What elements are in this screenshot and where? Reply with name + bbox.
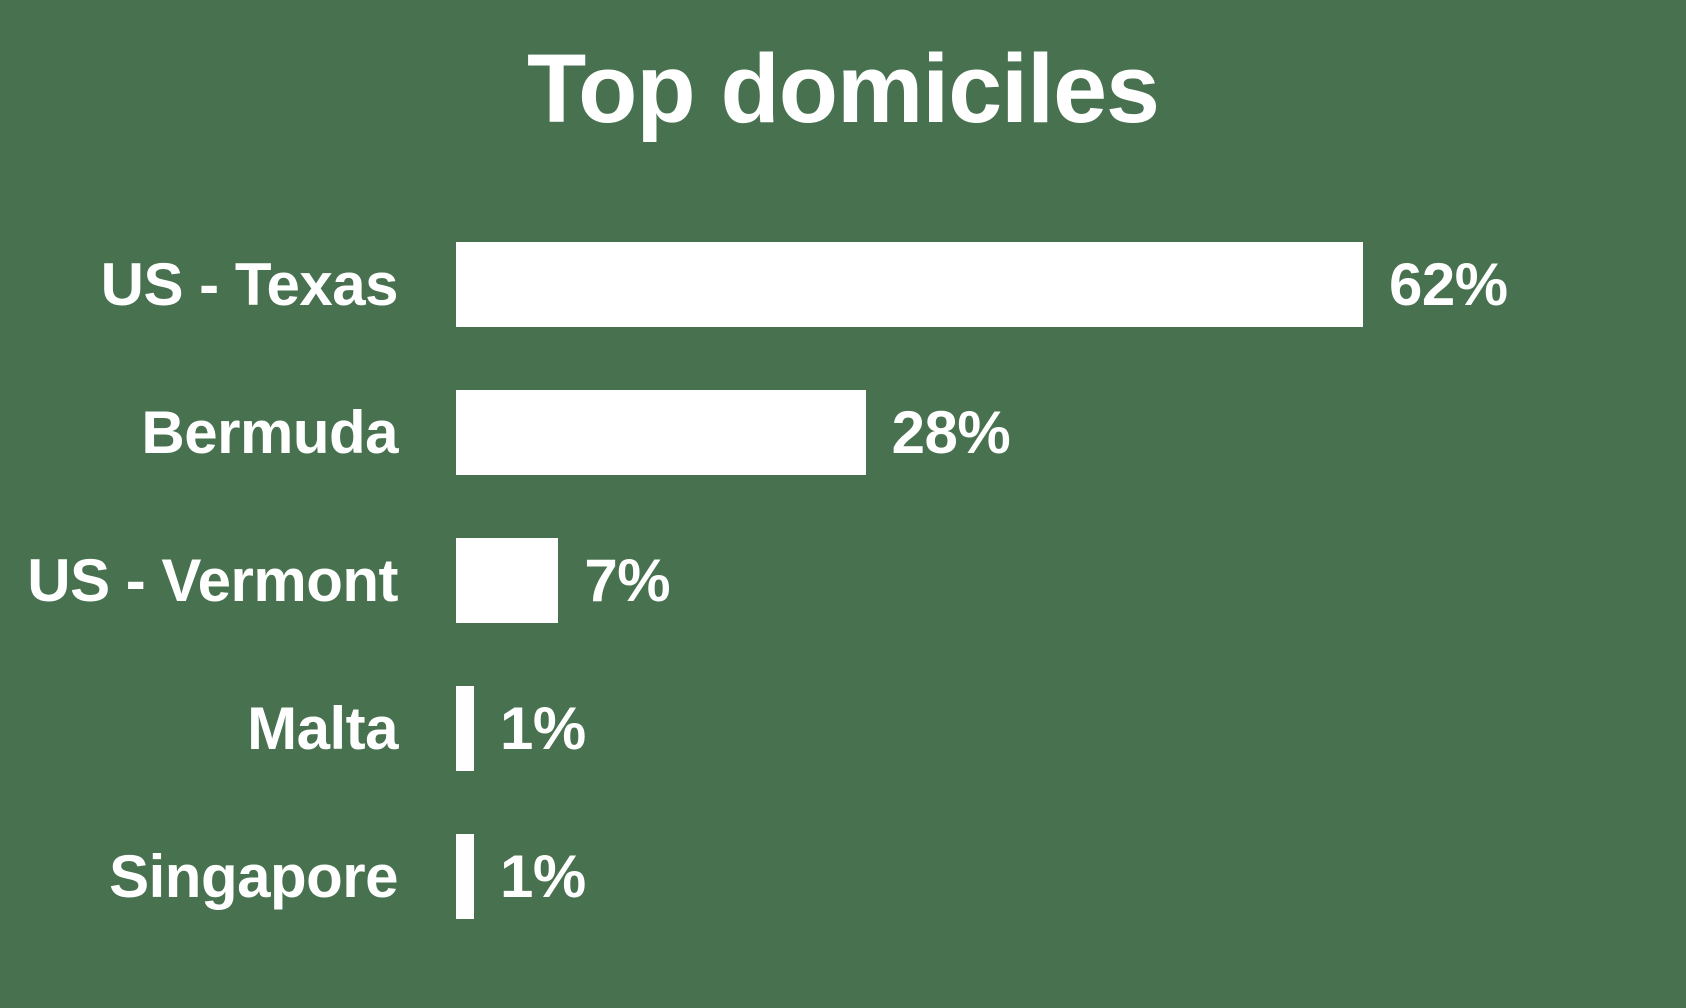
bar-track: 1% [456,654,1686,802]
bar-track: 7% [456,506,1686,654]
value-label: 1% [500,842,586,910]
bar [456,833,474,919]
bar-track: 62% [456,210,1686,358]
value-label: 7% [584,546,671,614]
category-label: Singapore [109,842,398,910]
bar [456,685,474,771]
chart-row: US - Texas 62% [0,210,1686,358]
category-label: Bermuda [141,398,398,466]
chart-row: US - Vermont 7% [0,506,1686,654]
chart-row: Malta 1% [0,654,1686,802]
bar-track: 1% [456,802,1686,950]
bar-chart: US - Texas 62% Bermuda 28% US - Vermont 7% Mal… [0,210,1686,950]
category-label: US - Texas [100,250,399,318]
bar [456,389,866,475]
bar-track: 28% [456,358,1686,506]
chart-row: Singapore 1% [0,802,1686,950]
chart-row: Bermuda 28% [0,358,1686,506]
value-label: 28% [891,398,1011,466]
value-label: 62% [1389,250,1508,318]
bar [456,537,559,623]
category-label: US - Vermont [27,546,398,614]
category-label: Malta [247,694,398,762]
bar [456,241,1363,327]
value-label: 1% [500,694,586,762]
chart-title: Top domiciles [527,34,1160,143]
